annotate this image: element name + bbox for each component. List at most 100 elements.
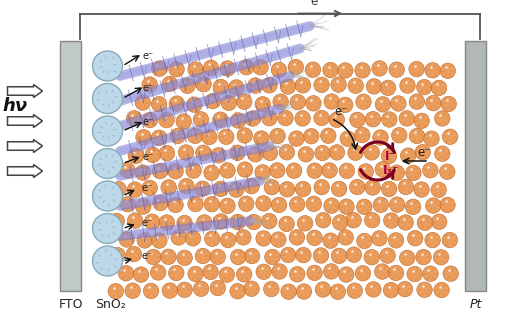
Circle shape <box>195 181 210 197</box>
Circle shape <box>324 94 340 109</box>
Circle shape <box>168 197 184 213</box>
Circle shape <box>388 265 404 281</box>
Circle shape <box>144 283 159 299</box>
Circle shape <box>373 130 388 145</box>
Circle shape <box>315 145 330 161</box>
Circle shape <box>264 179 280 195</box>
Circle shape <box>357 199 372 215</box>
Circle shape <box>279 144 295 160</box>
Circle shape <box>408 230 423 246</box>
Circle shape <box>314 110 329 126</box>
Circle shape <box>136 199 151 214</box>
Circle shape <box>162 76 177 92</box>
Circle shape <box>295 77 311 93</box>
Circle shape <box>434 282 449 298</box>
Circle shape <box>152 233 167 248</box>
Circle shape <box>236 230 251 245</box>
Circle shape <box>355 127 370 143</box>
Circle shape <box>186 163 201 178</box>
Circle shape <box>329 112 345 128</box>
Circle shape <box>397 281 413 297</box>
Circle shape <box>254 131 269 146</box>
Circle shape <box>391 96 406 111</box>
Circle shape <box>346 247 361 262</box>
Circle shape <box>196 76 211 92</box>
Circle shape <box>128 148 144 164</box>
Circle shape <box>340 131 356 146</box>
Circle shape <box>337 97 353 112</box>
Circle shape <box>373 197 388 213</box>
Circle shape <box>255 165 270 180</box>
Circle shape <box>142 112 158 128</box>
Circle shape <box>109 213 125 229</box>
Circle shape <box>364 250 380 265</box>
Text: I₃⁻: I₃⁻ <box>383 163 399 177</box>
Circle shape <box>151 96 167 112</box>
Circle shape <box>365 180 381 195</box>
Circle shape <box>177 250 192 266</box>
Circle shape <box>188 266 203 282</box>
Circle shape <box>120 162 135 178</box>
Circle shape <box>415 144 431 160</box>
Circle shape <box>423 162 438 178</box>
Circle shape <box>125 283 140 298</box>
Circle shape <box>382 112 397 127</box>
Circle shape <box>406 165 421 181</box>
Circle shape <box>323 233 339 248</box>
Circle shape <box>230 113 246 128</box>
Circle shape <box>365 112 381 127</box>
Circle shape <box>304 128 319 144</box>
Circle shape <box>271 62 287 78</box>
Circle shape <box>323 264 339 279</box>
Circle shape <box>290 266 305 282</box>
Circle shape <box>256 231 271 246</box>
Circle shape <box>348 78 363 94</box>
Circle shape <box>177 215 192 231</box>
Text: e⁻: e⁻ <box>141 251 152 261</box>
Circle shape <box>205 93 220 109</box>
Circle shape <box>295 181 311 197</box>
Circle shape <box>255 97 270 112</box>
Circle shape <box>372 231 387 246</box>
Circle shape <box>314 179 330 195</box>
Text: hν: hν <box>3 97 28 115</box>
Circle shape <box>256 264 271 280</box>
Circle shape <box>307 265 322 281</box>
Circle shape <box>375 97 391 112</box>
Circle shape <box>142 180 158 196</box>
Circle shape <box>270 232 286 247</box>
FancyArrow shape <box>7 114 43 127</box>
Circle shape <box>145 214 160 229</box>
Circle shape <box>265 249 280 265</box>
Circle shape <box>337 63 353 78</box>
Circle shape <box>153 195 168 211</box>
Text: e⁻: e⁻ <box>417 145 431 159</box>
Circle shape <box>417 282 432 297</box>
Circle shape <box>93 214 123 244</box>
Circle shape <box>120 197 136 212</box>
Circle shape <box>289 230 305 245</box>
Circle shape <box>330 284 346 300</box>
Circle shape <box>296 284 311 299</box>
Circle shape <box>409 61 424 77</box>
Circle shape <box>262 213 277 229</box>
Circle shape <box>136 130 151 145</box>
Circle shape <box>406 199 421 215</box>
Circle shape <box>135 165 151 180</box>
Circle shape <box>389 197 405 212</box>
Circle shape <box>306 196 321 212</box>
Circle shape <box>213 181 228 197</box>
Circle shape <box>380 248 395 264</box>
Circle shape <box>389 165 405 180</box>
Circle shape <box>441 96 457 112</box>
Circle shape <box>93 149 123 179</box>
Circle shape <box>348 145 363 161</box>
Circle shape <box>296 247 311 263</box>
Circle shape <box>204 197 219 212</box>
Circle shape <box>237 162 253 177</box>
Circle shape <box>339 163 355 179</box>
Circle shape <box>270 128 285 144</box>
Circle shape <box>398 179 414 195</box>
Circle shape <box>435 146 450 161</box>
Circle shape <box>338 230 354 245</box>
